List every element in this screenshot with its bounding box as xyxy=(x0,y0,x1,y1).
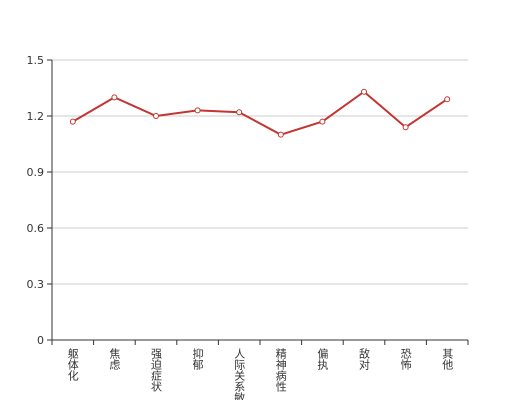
y-tick-label: 0 xyxy=(37,334,44,347)
x-tick-label: 焦虑 xyxy=(108,348,121,370)
y-tick-label: 0.6 xyxy=(27,222,45,235)
x-tick-label: 敌对 xyxy=(358,347,371,370)
point xyxy=(111,94,118,101)
point xyxy=(361,88,367,95)
y-tick-label: 1.2 xyxy=(27,110,45,123)
x-tick-label: 恐怖 xyxy=(399,348,412,370)
x-tick-label: 偏执 xyxy=(316,347,329,371)
x-tick-label: 抑郁 xyxy=(191,347,204,370)
point xyxy=(194,107,201,114)
y-tick-label: 0.3 xyxy=(27,278,45,291)
x-tick-label: 人际关系敏感 xyxy=(233,348,246,400)
point xyxy=(236,109,243,116)
x-tick-label: 其他 xyxy=(441,348,454,370)
x-tick-label: 躯体化 xyxy=(66,348,79,382)
point xyxy=(444,96,451,103)
x-tick-label: 精神病性 xyxy=(274,348,287,393)
point xyxy=(153,113,159,119)
point xyxy=(69,118,76,125)
y-tick-label: 0.9 xyxy=(27,166,45,179)
x-tick-label: 强迫症状 xyxy=(150,348,163,392)
point xyxy=(402,124,409,131)
point xyxy=(319,118,326,125)
point xyxy=(277,131,284,138)
y-tick-label: 1.5 xyxy=(27,54,45,67)
line xyxy=(72,90,448,136)
